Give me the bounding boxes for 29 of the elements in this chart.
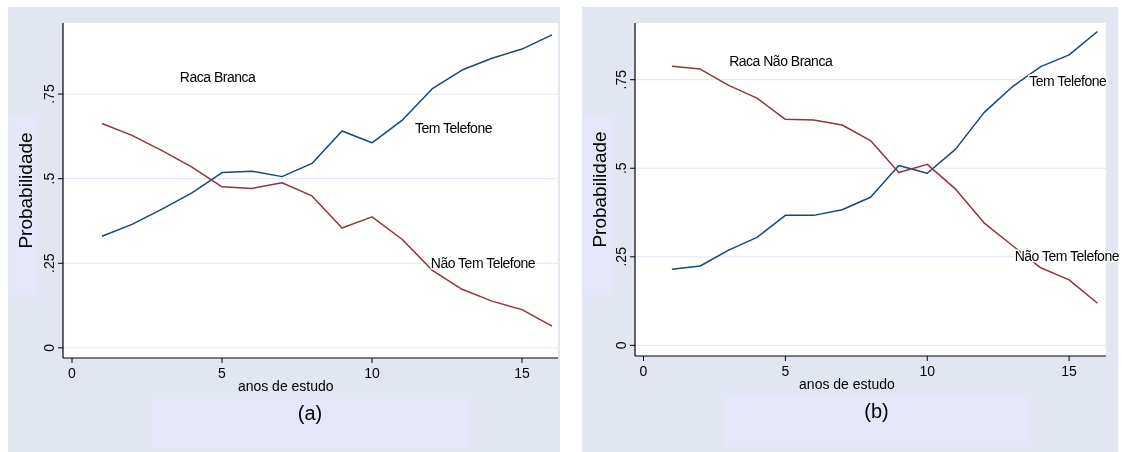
annotation: Tem Telefone (414, 119, 493, 136)
y-axis-title: Probabilidade (15, 132, 36, 249)
y-tick-label: .75 (613, 69, 629, 90)
y-axis-title: Probabilidade (589, 131, 610, 248)
x-axis-title: anos de estudo (799, 376, 896, 392)
y-tick-label: .5 (613, 162, 629, 175)
text: (a) (297, 402, 323, 424)
annotation: Tem Telefone (1029, 72, 1107, 89)
x-tick-label: 15 (1061, 363, 1078, 379)
y-tick-label: .25 (41, 253, 57, 273)
x-tick-label: 5 (218, 365, 227, 381)
y-tick-label: .25 (613, 246, 629, 267)
line-series (101, 122, 553, 327)
x-tick-label: 10 (364, 365, 380, 381)
y-tick-label: 0 (613, 341, 629, 350)
x-tick-label: 0 (68, 365, 77, 381)
x-axis-title: anos de estudo (237, 378, 334, 394)
x-tick-label: 10 (919, 363, 936, 379)
annotation: Não Tem Telefone (430, 254, 536, 271)
x-tick-label: 15 (514, 365, 530, 381)
line-series (101, 34, 553, 237)
annotation: Raca Não Branca (729, 52, 833, 69)
x-tick-label: 5 (781, 363, 790, 379)
y-tick-label: .75 (41, 84, 57, 104)
annotation: Raca Branca (179, 68, 256, 85)
y-tick-label: .5 (41, 172, 57, 185)
y-tick-label: 0 (41, 343, 57, 352)
text: (b) (864, 400, 889, 422)
x-tick-label: 0 (639, 363, 648, 379)
